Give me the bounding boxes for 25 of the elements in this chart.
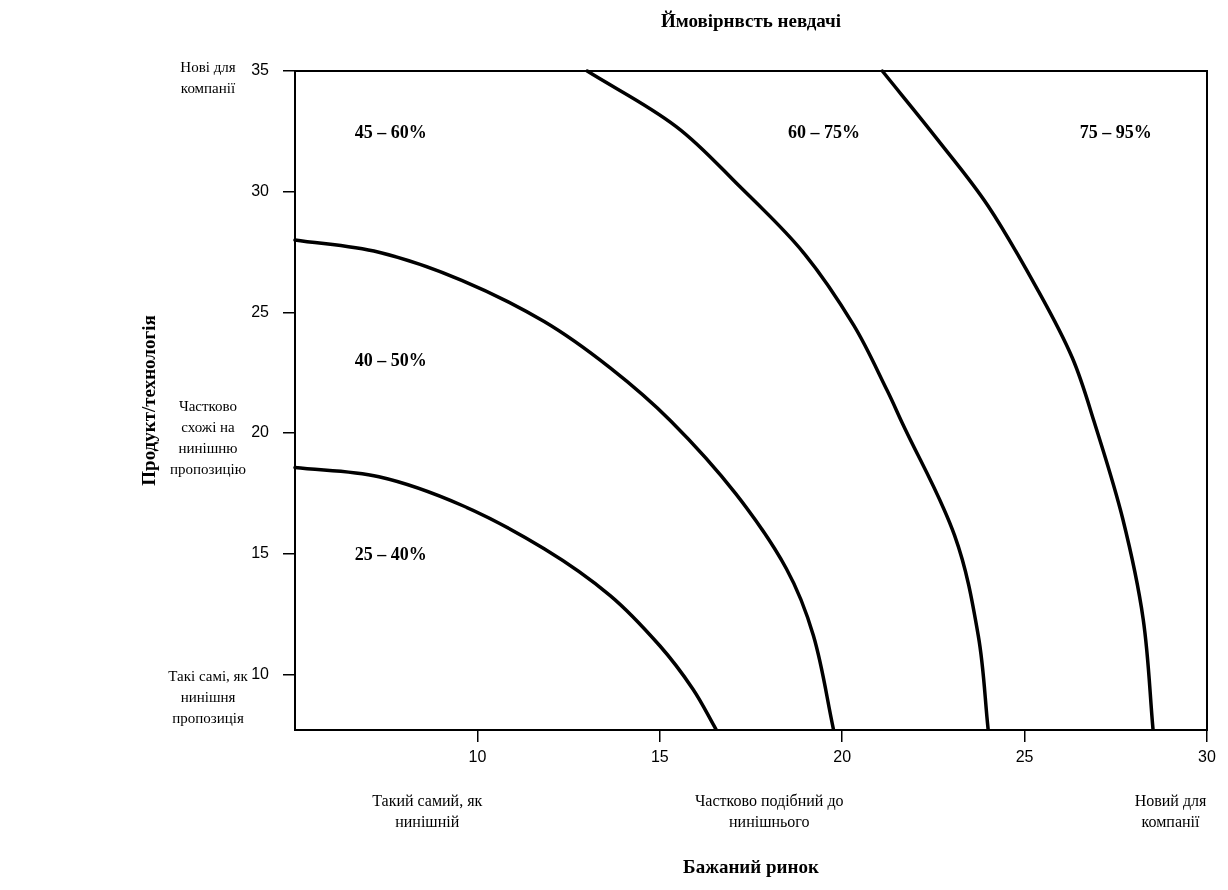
annotation: 75 – 95% bbox=[1079, 122, 1152, 143]
chart-title: Ймовірнвсть невдачі bbox=[660, 9, 842, 31]
y-tick-label: 25 bbox=[251, 302, 270, 320]
y-axis-title: Продукт/технологія bbox=[137, 315, 159, 486]
y-tick-label: 10 bbox=[251, 664, 270, 682]
annotation: 40 – 50% bbox=[354, 349, 427, 370]
y-tick-label: 30 bbox=[251, 182, 270, 200]
x-tick-label: 10 bbox=[468, 748, 487, 766]
text: Частково подібний до нинішнього bbox=[694, 792, 844, 831]
x-tick-label: 30 bbox=[1198, 748, 1216, 766]
text: Новий для компанії bbox=[1134, 792, 1208, 831]
text: Нові для компанії bbox=[180, 59, 236, 97]
text: Такі самі, як нинішня пропозиція bbox=[168, 668, 249, 727]
x-axis-title: Бажаний ринок bbox=[683, 855, 819, 877]
x-tick-label: 20 bbox=[833, 748, 852, 766]
annotation: 45 – 60% bbox=[354, 122, 427, 143]
annotation: 60 – 75% bbox=[787, 122, 860, 143]
x-tick-label: 25 bbox=[1015, 748, 1034, 766]
text: Частково схожі на нинішню пропозицію bbox=[170, 397, 246, 477]
x-tick-label: 15 bbox=[650, 748, 669, 766]
y-tick-label: 20 bbox=[251, 423, 270, 441]
annotation: 25 – 40% bbox=[354, 544, 427, 565]
text: Такий самий, як нинішній bbox=[372, 792, 483, 831]
y-tick-label: 15 bbox=[251, 544, 270, 562]
y-tick-label: 35 bbox=[251, 61, 270, 79]
